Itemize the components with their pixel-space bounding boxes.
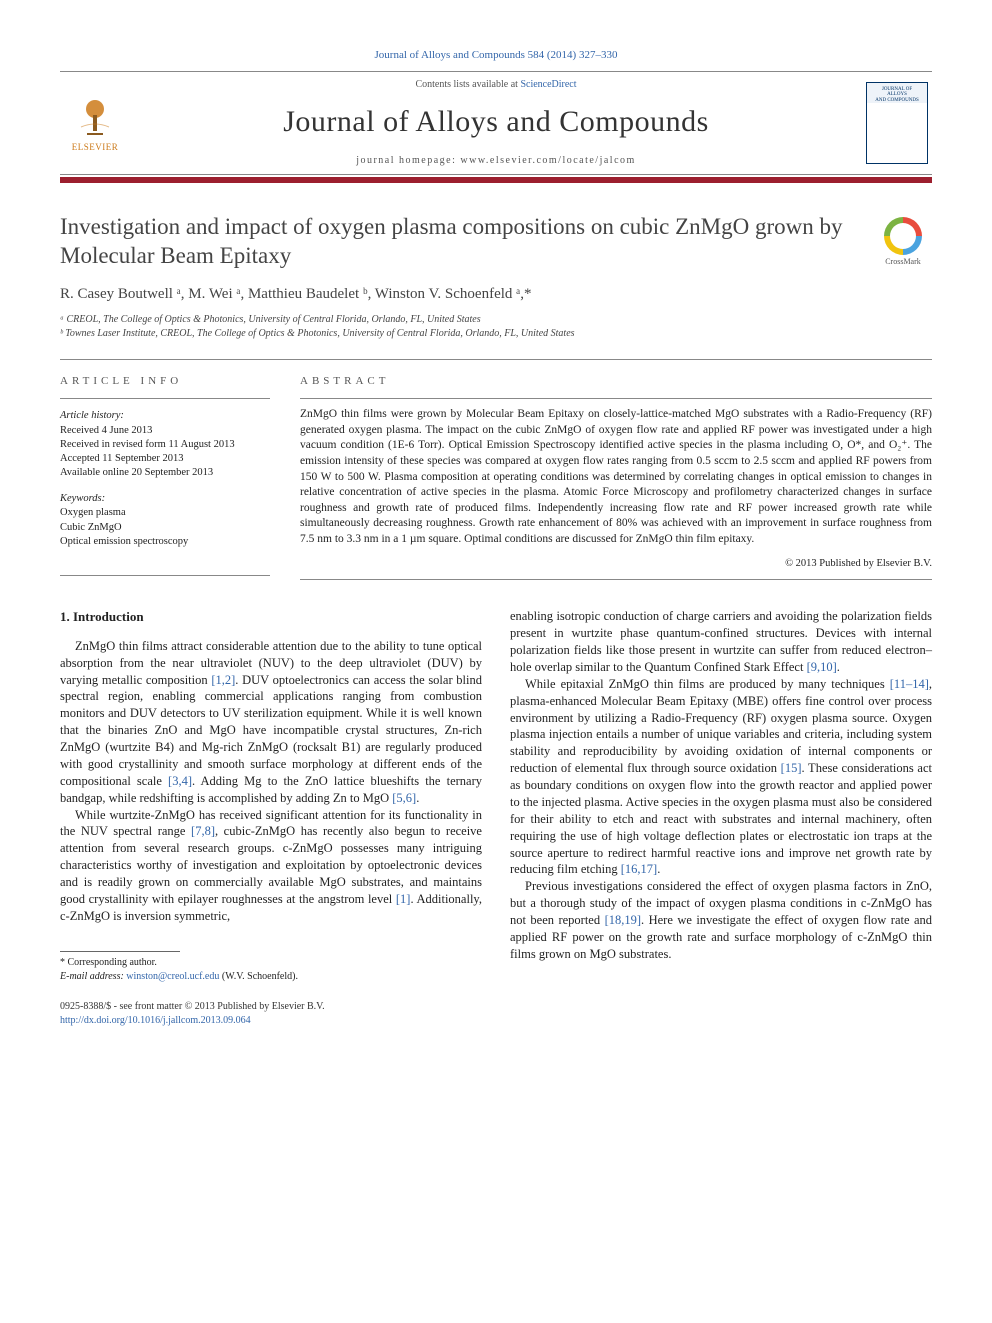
para-r3: Previous investigations considered the e… [510, 878, 932, 962]
publisher-label: ELSEVIER [72, 141, 119, 153]
elsevier-tree-icon [71, 93, 119, 141]
keyword-3: Optical emission spectroscopy [60, 535, 270, 549]
abstract-heading: ABSTRACT [300, 374, 932, 389]
body-columns: 1. Introduction ZnMgO thin films attract… [60, 608, 932, 983]
para-l2: While wurtzite-ZnMgO has received signif… [60, 807, 482, 925]
para-l1: ZnMgO thin films attract considerable at… [60, 638, 482, 807]
email-link[interactable]: winston@creol.ucf.edu [126, 971, 219, 982]
keyword-2: Cubic ZnMgO [60, 521, 270, 535]
crossmark-label: CrossMark [885, 257, 921, 268]
accent-bar [60, 177, 932, 183]
authors-line: R. Casey Boutwell ᵃ, M. Wei ᵃ, Matthieu … [60, 284, 932, 304]
publisher-block: ELSEVIER [60, 93, 130, 153]
history-label: Article history: [60, 409, 270, 423]
history-received: Received 4 June 2013 [60, 424, 270, 438]
history-online: Available online 20 September 2013 [60, 466, 270, 480]
affiliations: ᵃ CREOL, The College of Optics & Photoni… [60, 313, 932, 341]
issn-line: 0925-8388/$ - see front matter © 2013 Pu… [60, 1000, 932, 1014]
para-r2: While epitaxial ZnMgO thin films are pro… [510, 676, 932, 879]
cover-line-3: AND COMPOUNDS [875, 98, 918, 104]
right-column: enabling isotropic conduction of charge … [510, 608, 932, 983]
email-suffix: (W.V. Schoenfeld). [219, 971, 298, 982]
article-info-column: ARTICLE INFO Article history: Received 4… [60, 360, 270, 581]
keyword-1: Oxygen plasma [60, 506, 270, 520]
crossmark-icon [884, 217, 922, 255]
footnote-rule [60, 951, 180, 952]
abstract-copyright: © 2013 Published by Elsevier B.V. [300, 557, 932, 580]
abstract-column: ABSTRACT ZnMgO thin films were grown by … [300, 360, 932, 581]
abstract-text: ZnMgO thin films were grown by Molecular… [300, 407, 932, 547]
section-1-heading: 1. Introduction [60, 608, 482, 626]
history-revised: Received in revised form 11 August 2013 [60, 438, 270, 452]
journal-cover-thumb: JOURNAL OF ALLOYS AND COMPOUNDS [862, 78, 932, 168]
citation-line: Journal of Alloys and Compounds 584 (201… [60, 48, 932, 63]
doi-link[interactable]: http://dx.doi.org/10.1016/j.jallcom.2013… [60, 1015, 251, 1026]
sciencedirect-link[interactable]: ScienceDirect [520, 79, 576, 90]
corresponding-author: * Corresponding author. [60, 956, 482, 970]
journal-homepage: journal homepage: www.elsevier.com/locat… [130, 154, 862, 168]
masthead: ELSEVIER Contents lists available at Sci… [60, 71, 932, 175]
para-r1: enabling isotropic conduction of charge … [510, 608, 932, 676]
history-accepted: Accepted 11 September 2013 [60, 452, 270, 466]
article-info-heading: ARTICLE INFO [60, 374, 270, 389]
journal-name: Journal of Alloys and Compounds [130, 102, 862, 143]
corresponding-email: E-mail address: winston@creol.ucf.edu (W… [60, 970, 482, 984]
affiliation-b: ᵇ Townes Laser Institute, CREOL, The Col… [60, 327, 932, 341]
crossmark-widget[interactable]: CrossMark [874, 217, 932, 268]
contents-lists: Contents lists available at ScienceDirec… [130, 78, 862, 92]
keywords-label: Keywords: [60, 492, 270, 506]
affiliation-a: ᵃ CREOL, The College of Optics & Photoni… [60, 313, 932, 327]
contents-prefix: Contents lists available at [415, 79, 520, 90]
left-column: 1. Introduction ZnMgO thin films attract… [60, 608, 482, 983]
bottom-info: 0925-8388/$ - see front matter © 2013 Pu… [60, 1000, 932, 1028]
article-title: Investigation and impact of oxygen plasm… [60, 213, 854, 271]
email-label: E-mail address: [60, 971, 126, 982]
